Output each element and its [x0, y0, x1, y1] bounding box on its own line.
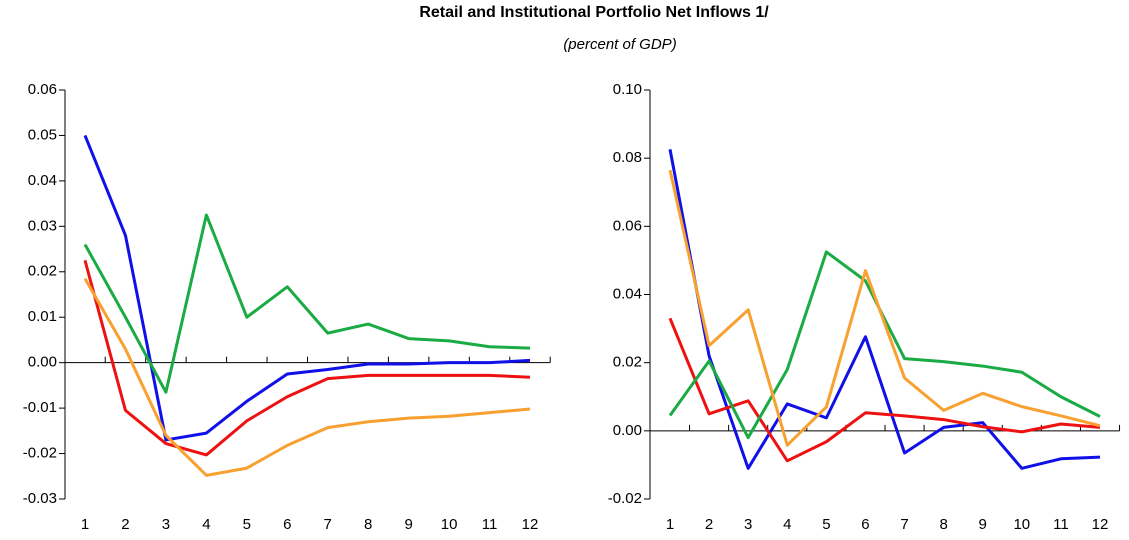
x-tick-label: 8	[364, 516, 372, 533]
x-tick-label: 2	[121, 516, 129, 533]
x-tick-label: 8	[939, 516, 947, 533]
y-tick-label: 0.03	[28, 217, 57, 234]
series-line	[83, 260, 531, 457]
y-tick-label: 0.04	[28, 172, 57, 189]
x-tick-label: 11	[1053, 516, 1069, 533]
x-tick-label: 12	[522, 516, 539, 533]
x-tick-label: 1	[666, 516, 674, 533]
x-tick-label: 11	[482, 516, 498, 533]
y-tick-label: 0.06	[613, 217, 642, 234]
x-tick-label: 9	[979, 516, 987, 533]
y-tick-label: -0.01	[23, 399, 57, 416]
series-line	[668, 317, 1101, 463]
y-tick-label: 0.02	[28, 263, 57, 280]
y-tick-label: -0.02	[23, 445, 57, 462]
y-tick-label: 0.04	[613, 285, 642, 302]
y-tick-label: 0.08	[613, 149, 642, 166]
x-tick-label: 5	[243, 516, 251, 533]
x-tick-label: 6	[861, 516, 869, 533]
x-tick-label: 4	[202, 516, 210, 533]
x-tick-label: 6	[283, 516, 291, 533]
chart-title: Retail and Institutional Portfolio Net I…	[419, 4, 769, 21]
series-line	[668, 250, 1101, 440]
x-tick-label: 7	[324, 516, 332, 533]
series-line	[668, 169, 1101, 447]
y-tick-label: -0.03	[23, 490, 57, 507]
x-tick-label: 9	[404, 516, 412, 533]
x-tick-label: 7	[900, 516, 908, 533]
y-tick-label: 0.06	[28, 81, 57, 98]
y-tick-label: 0.00	[28, 354, 57, 371]
y-tick-label: -0.02	[608, 490, 642, 507]
y-tick-label: 0.05	[28, 126, 57, 143]
x-tick-label: 1	[81, 516, 89, 533]
y-tick-label: 0.02	[613, 354, 642, 371]
x-tick-label: 2	[705, 516, 713, 533]
x-tick-label: 12	[1092, 516, 1109, 533]
chart-subtitle: (percent of GDP)	[563, 36, 676, 53]
x-tick-label: 3	[162, 516, 170, 533]
series-line	[83, 277, 531, 477]
series-line	[83, 213, 531, 394]
y-tick-label: 0.10	[613, 81, 642, 98]
series-line	[668, 149, 1101, 470]
x-tick-label: 5	[822, 516, 830, 533]
x-tick-label: 3	[744, 516, 752, 533]
y-tick-label: 0.01	[28, 308, 57, 325]
series-line	[83, 134, 531, 442]
x-tick-label: 4	[783, 516, 791, 533]
x-tick-label: 10	[441, 516, 458, 533]
y-tick-label: 0.00	[613, 422, 642, 439]
x-tick-label: 10	[1013, 516, 1030, 533]
